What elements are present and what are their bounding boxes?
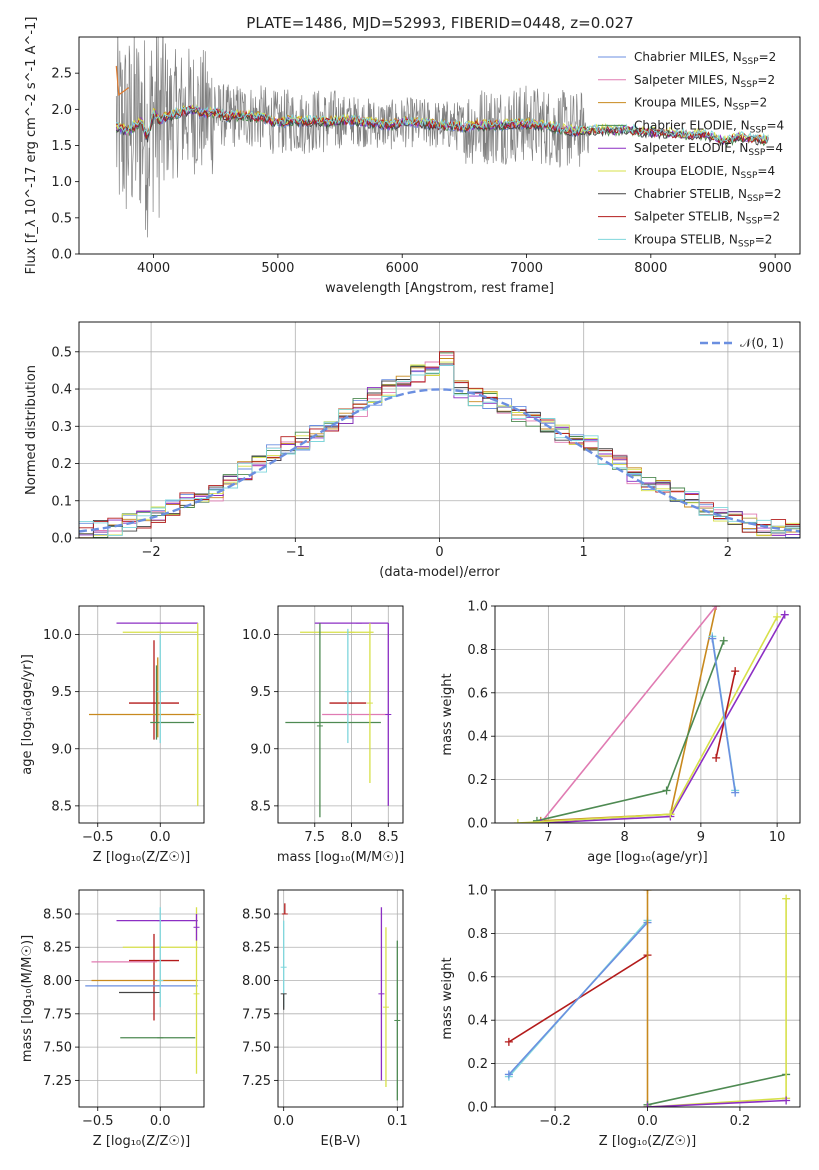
x-axis-label: mass [log₁₀(M/M☉)] <box>277 850 404 865</box>
x-tick-label: −0.5 <box>82 1114 114 1129</box>
x-tick-label: 0 <box>435 545 443 560</box>
x-tick-label: 4000 <box>137 261 170 276</box>
x-axis-label: Z [log₁₀(Z/Z☉)] <box>93 1134 190 1149</box>
y-tick-label: 0.4 <box>467 1014 488 1029</box>
figure-title: PLATE=1486, MJD=52993, FIBERID=0448, z=0… <box>246 14 633 32</box>
y-tick-label: 0.4 <box>467 730 488 745</box>
y-tick-label: 2.0 <box>51 103 72 118</box>
y-tick-label: 1.0 <box>467 884 488 899</box>
x-tick-label: 0.0 <box>273 1114 294 1129</box>
y-axis-label: Flux [f_λ 10^-17 erg cm^-2 s^-1 A^-1] <box>24 17 39 275</box>
x-tick-label: −1 <box>286 545 305 560</box>
x-tick-label: 0.2 <box>730 1114 751 1129</box>
y-axis-label: mass weight <box>440 957 455 1039</box>
y-tick-label: 0.4 <box>51 383 72 398</box>
y-tick-label: 0.6 <box>467 686 488 701</box>
y-axis-label: mass [log₁₀(M/M☉)] <box>20 935 35 1062</box>
y-tick-label: 7.25 <box>43 1074 72 1089</box>
y-tick-label: 8.25 <box>242 941 271 956</box>
y-tick-label: 0.8 <box>467 927 488 942</box>
y-tick-label: 0.2 <box>467 1057 488 1072</box>
x-axis-label: Z [log₁₀(Z/Z☉)] <box>93 850 190 865</box>
y-tick-label: 2.5 <box>51 67 72 82</box>
y-tick-label: 0.0 <box>51 248 72 263</box>
y-tick-label: 0.0 <box>467 817 488 832</box>
y-tick-label: 10.0 <box>242 628 271 643</box>
x-tick-label: 0.1 <box>387 1114 408 1129</box>
x-tick-label: 5000 <box>261 261 294 276</box>
x-tick-label: 2 <box>724 545 732 560</box>
x-tick-label: 1 <box>580 545 588 560</box>
y-tick-label: 0.3 <box>51 420 72 435</box>
y-tick-label: 0.5 <box>51 345 72 360</box>
y-tick-label: 0.8 <box>467 643 488 658</box>
x-tick-label: 0.0 <box>150 1114 171 1129</box>
y-tick-label: 0.1 <box>51 494 72 509</box>
x-tick-label: 10 <box>769 830 786 845</box>
x-tick-label: 7000 <box>510 261 543 276</box>
y-tick-label: 0.6 <box>467 970 488 985</box>
x-tick-label: 8.5 <box>378 830 399 845</box>
x-tick-label: −2 <box>142 545 161 560</box>
y-axis-label: mass weight <box>440 673 455 755</box>
y-tick-label: 1.0 <box>51 175 72 190</box>
y-tick-label: 8.00 <box>43 974 72 989</box>
x-tick-label: 7 <box>544 830 552 845</box>
x-axis-label: E(B-V) <box>320 1134 360 1149</box>
y-tick-label: 8.25 <box>43 941 72 956</box>
y-tick-label: 9.5 <box>250 685 271 700</box>
y-tick-label: 7.75 <box>242 1007 271 1022</box>
y-tick-label: 7.75 <box>43 1007 72 1022</box>
figure: PLATE=1486, MJD=52993, FIBERID=0448, z=0… <box>0 0 819 1170</box>
y-tick-label: 9.0 <box>51 742 72 757</box>
y-tick-label: 10.0 <box>43 628 72 643</box>
x-tick-label: −0.5 <box>82 830 114 845</box>
x-axis-label: age [log₁₀(age/yr)] <box>587 850 708 865</box>
y-tick-label: 1.5 <box>51 139 72 154</box>
y-tick-label: 0.0 <box>51 532 72 547</box>
y-tick-label: 8.00 <box>242 974 271 989</box>
y-tick-label: 1.0 <box>467 600 488 615</box>
x-tick-label: 6000 <box>386 261 419 276</box>
y-axis-label: age [log₁₀(age/yr)] <box>20 654 35 775</box>
y-tick-label: 8.5 <box>51 799 72 814</box>
x-tick-label: 0.0 <box>637 1114 658 1129</box>
y-tick-label: 0.0 <box>467 1101 488 1116</box>
y-tick-label: 8.50 <box>242 907 271 922</box>
x-axis-label: Z [log₁₀(Z/Z☉)] <box>599 1134 696 1149</box>
x-tick-label: 8.0 <box>341 830 362 845</box>
y-tick-label: 7.50 <box>242 1041 271 1056</box>
x-axis-label: wavelength [Angstrom, rest frame] <box>325 281 554 296</box>
x-tick-label: −0.2 <box>539 1114 571 1129</box>
legend-label: 𝒩(0, 1) <box>740 336 784 350</box>
y-tick-label: 9.0 <box>250 742 271 757</box>
x-tick-label: 9000 <box>759 261 792 276</box>
y-tick-label: 0.2 <box>51 457 72 472</box>
y-tick-label: 7.50 <box>43 1041 72 1056</box>
y-tick-label: 8.5 <box>250 799 271 814</box>
x-tick-label: 7.5 <box>304 830 325 845</box>
y-tick-label: 0.5 <box>51 211 72 226</box>
x-tick-label: 9 <box>697 830 705 845</box>
x-tick-label: 8000 <box>634 261 667 276</box>
y-tick-label: 9.5 <box>51 685 72 700</box>
x-tick-label: 0.0 <box>150 830 171 845</box>
x-tick-label: 8 <box>620 830 628 845</box>
y-axis-label: Normed distribution <box>24 365 39 495</box>
x-axis-label: (data-model)/error <box>379 565 500 580</box>
y-tick-label: 8.50 <box>43 907 72 922</box>
y-tick-label: 7.25 <box>242 1074 271 1089</box>
y-tick-label: 0.2 <box>467 773 488 788</box>
